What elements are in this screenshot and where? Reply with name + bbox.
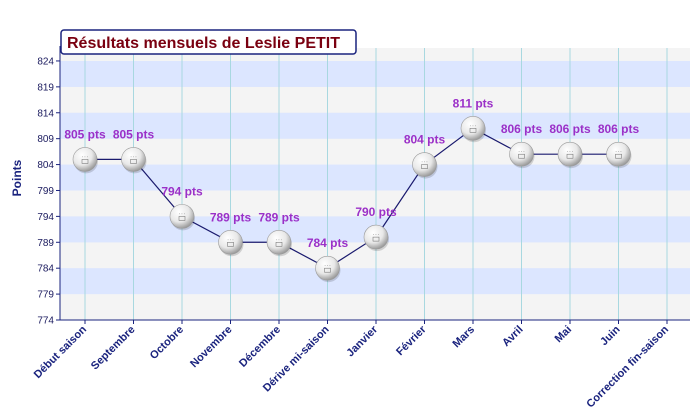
data-label: 790 pts bbox=[355, 205, 397, 219]
data-label: 794 pts bbox=[161, 184, 203, 198]
plot-band bbox=[60, 86, 690, 113]
x-tick-label: Correction fin-saison bbox=[584, 323, 671, 410]
svg-text:···: ··· bbox=[469, 123, 476, 128]
plot-band bbox=[60, 138, 690, 165]
svg-text:···: ··· bbox=[275, 237, 282, 242]
y-tick-label: 799 bbox=[37, 186, 54, 197]
data-label: 806 pts bbox=[501, 122, 543, 136]
x-tick-label: Septembre bbox=[89, 324, 138, 373]
chart-title: Résultats mensuels de Leslie PETIT bbox=[67, 35, 340, 52]
data-label: 806 pts bbox=[549, 122, 591, 136]
data-point: ··· bbox=[557, 141, 583, 169]
data-point: ··· bbox=[460, 116, 486, 143]
data-point: ··· bbox=[72, 147, 98, 174]
data-point: ··· bbox=[315, 255, 341, 283]
plot-band bbox=[60, 164, 690, 191]
chart-title-box: Résultats mensuels de Leslie PETIT bbox=[60, 29, 357, 55]
svg-text:···: ··· bbox=[518, 149, 525, 154]
data-point: ··· bbox=[218, 229, 244, 257]
svg-text:···: ··· bbox=[421, 160, 428, 165]
data-label: 804 pts bbox=[404, 133, 446, 147]
x-tick-label: Novembre bbox=[188, 324, 235, 371]
plot-band bbox=[60, 294, 690, 320]
data-point: ··· bbox=[121, 147, 147, 174]
y-tick-label: 779 bbox=[37, 290, 54, 301]
y-tick-label: 804 bbox=[37, 160, 54, 171]
y-tick-label: 809 bbox=[37, 134, 54, 145]
svg-text:···: ··· bbox=[178, 211, 185, 216]
data-label: 805 pts bbox=[64, 127, 106, 141]
data-label: 811 pts bbox=[453, 96, 494, 110]
x-tick-label: Décembre bbox=[237, 324, 283, 370]
y-tick-label: 824 bbox=[37, 56, 54, 67]
plot-band bbox=[60, 190, 690, 217]
axes bbox=[56, 46, 690, 324]
data-point: ··· bbox=[606, 141, 632, 169]
data-point: ··· bbox=[509, 141, 535, 169]
x-tick-label: Avril bbox=[500, 324, 525, 349]
y-tick-label: 784 bbox=[37, 264, 54, 275]
x-tick-label: Mai bbox=[553, 324, 574, 345]
x-tick-label: Janvier bbox=[344, 323, 380, 359]
x-tick-label: Juin bbox=[598, 323, 623, 348]
svg-text:···: ··· bbox=[615, 149, 622, 154]
x-tick-label: Février bbox=[394, 323, 429, 358]
title-frame bbox=[60, 29, 357, 55]
y-tick-label: 789 bbox=[37, 238, 54, 249]
y-tick-labels: 774 779 784 789 794 799 804 809 814 819 824 bbox=[37, 56, 54, 326]
svg-text:···: ··· bbox=[81, 154, 88, 159]
svg-text:···: ··· bbox=[324, 263, 331, 268]
data-label: 806 pts bbox=[598, 122, 640, 136]
plot-band bbox=[60, 112, 690, 139]
data-label: 784 pts bbox=[307, 236, 349, 250]
y-tick-label: 814 bbox=[37, 108, 54, 119]
vertical-gridlines bbox=[84, 48, 668, 320]
data-labels: 805 pts 805 pts 794 pts 789 pts 789 pts 784 p… bbox=[64, 96, 639, 250]
plot-band bbox=[60, 60, 690, 87]
data-points: ··· ··· ··· ··· ··· ··· ··· ··· ··· ··· ··· ··· bbox=[72, 116, 632, 283]
x-tick-labels: Début saison Septembre Octobre Novembre Déce… bbox=[32, 323, 672, 410]
data-label: 805 pts bbox=[113, 127, 155, 141]
data-point: ··· bbox=[266, 229, 292, 257]
x-tick-label: Début saison bbox=[32, 323, 90, 381]
svg-text:···: ··· bbox=[227, 237, 234, 242]
x-tick-label: Octobre bbox=[148, 324, 186, 362]
data-label: 789 pts bbox=[258, 210, 300, 224]
data-label: 789 pts bbox=[210, 210, 252, 224]
data-point: ··· bbox=[169, 204, 195, 231]
svg-text:···: ··· bbox=[130, 154, 137, 159]
svg-text:···: ··· bbox=[566, 149, 573, 154]
x-tick-label: Mars bbox=[450, 324, 477, 351]
data-point: ··· bbox=[412, 152, 438, 179]
y-tick-label: 774 bbox=[37, 316, 54, 327]
y-tick-label: 794 bbox=[37, 212, 54, 223]
data-point: ··· bbox=[363, 224, 389, 252]
plot-band bbox=[60, 268, 690, 295]
svg-text:···: ··· bbox=[372, 232, 379, 237]
y-axis-label: Points bbox=[10, 159, 24, 196]
y-tick-label: 819 bbox=[37, 82, 54, 93]
